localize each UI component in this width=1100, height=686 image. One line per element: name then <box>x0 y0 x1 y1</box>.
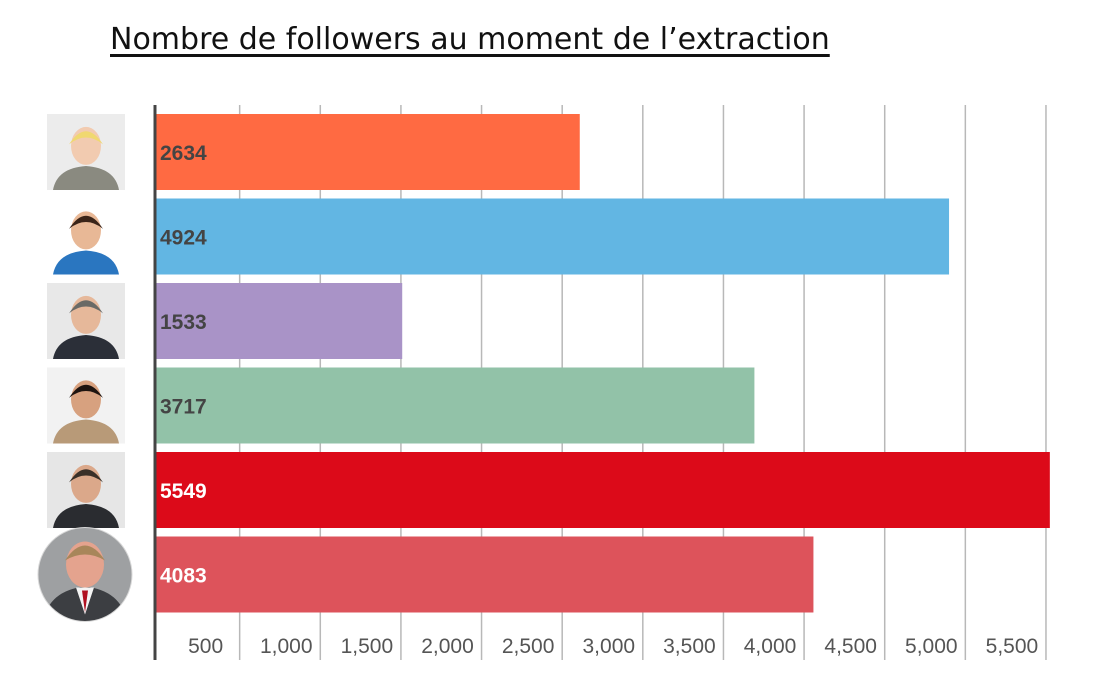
bar-value-label: 4083 <box>160 565 207 588</box>
bar <box>155 367 755 444</box>
category-portraits <box>37 114 133 622</box>
x-tick-label: 1,000 <box>260 635 313 658</box>
x-tick-label: 3,000 <box>583 635 636 658</box>
portrait-photo <box>47 114 125 190</box>
portrait-photo <box>47 198 125 275</box>
x-tick-label: 4,500 <box>824 635 877 658</box>
x-tick-label: 500 <box>188 635 223 658</box>
x-tick-label: 4,000 <box>744 635 797 658</box>
x-tick-label: 3,500 <box>663 635 716 658</box>
bars <box>155 114 1050 613</box>
portrait-photo <box>37 527 133 622</box>
chart-title: Nombre de followers au moment de l’extra… <box>110 22 830 57</box>
bar-value-label: 4924 <box>160 227 207 250</box>
bar <box>155 283 403 359</box>
x-tick-label: 2,000 <box>421 635 474 658</box>
bar-value-labels: 2634 4924 1533 3717 5549 4083 <box>160 142 207 588</box>
x-axis-tick-labels: 500 1,000 1,500 2,000 2,500 3,000 3,500 4,000 4,… <box>188 635 1038 658</box>
bar <box>155 114 580 190</box>
x-tick-label: 5,000 <box>905 635 958 658</box>
bar <box>155 536 814 613</box>
bar-value-label: 1533 <box>160 311 207 334</box>
x-tick-label: 5,500 <box>986 635 1039 658</box>
portrait-photo <box>47 283 125 359</box>
x-tick-label: 2,500 <box>502 635 555 658</box>
bar <box>155 198 950 275</box>
portrait-photo <box>47 367 125 444</box>
bar-value-label: 2634 <box>160 142 207 165</box>
bar-value-label: 3717 <box>160 396 207 419</box>
portrait-photo <box>47 452 125 528</box>
bar <box>155 452 1050 528</box>
x-tick-label: 1,500 <box>341 635 394 658</box>
bar-value-label: 5549 <box>160 480 207 503</box>
